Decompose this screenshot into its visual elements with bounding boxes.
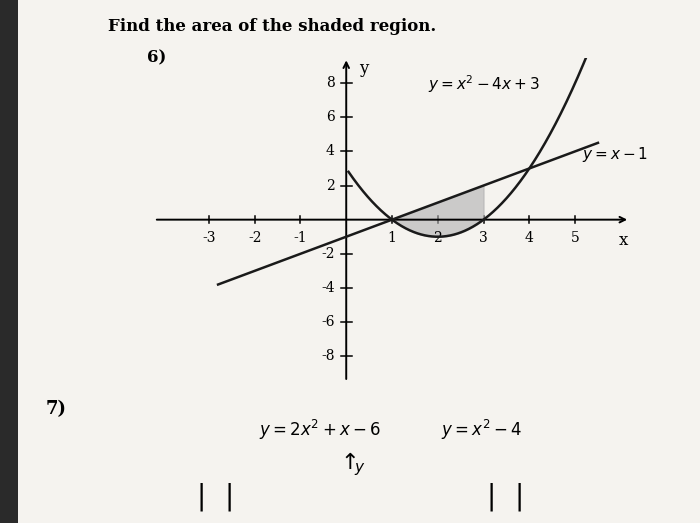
Text: $\uparrow$: $\uparrow$ [336,452,357,473]
Text: 1: 1 [388,231,396,245]
Text: 7): 7) [46,400,66,418]
Text: $|$: $|$ [514,481,522,513]
Text: 6: 6 [326,110,335,124]
Text: 6): 6) [147,50,167,67]
Text: 2: 2 [433,231,442,245]
Text: 3: 3 [480,231,488,245]
Text: -4: -4 [321,281,335,295]
Text: -3: -3 [202,231,216,245]
Text: $y = x - 1$: $y = x - 1$ [582,145,648,164]
Text: $|$: $|$ [486,481,494,513]
Text: x: x [618,232,628,249]
Text: -2: -2 [248,231,261,245]
Text: 4: 4 [326,144,335,158]
Text: $y = 2x^2 + x - 6$: $y = 2x^2 + x - 6$ [259,418,381,442]
Text: 8: 8 [326,76,335,90]
Text: $y$: $y$ [354,461,366,477]
Text: $y = x^2 - 4$: $y = x^2 - 4$ [441,418,522,442]
Text: -2: -2 [321,247,335,261]
Text: -8: -8 [321,349,335,363]
Text: -6: -6 [321,315,335,329]
Text: 5: 5 [570,231,580,245]
Text: Find the area of the shaded region.: Find the area of the shaded region. [108,18,437,36]
Text: $|$: $|$ [223,481,232,513]
Text: 2: 2 [326,178,335,192]
Text: $y = x^2 - 4x + 3$: $y = x^2 - 4x + 3$ [428,73,540,95]
Text: 4: 4 [525,231,533,245]
Text: $|$: $|$ [195,481,204,513]
Text: y: y [359,60,368,77]
Text: -1: -1 [293,231,307,245]
